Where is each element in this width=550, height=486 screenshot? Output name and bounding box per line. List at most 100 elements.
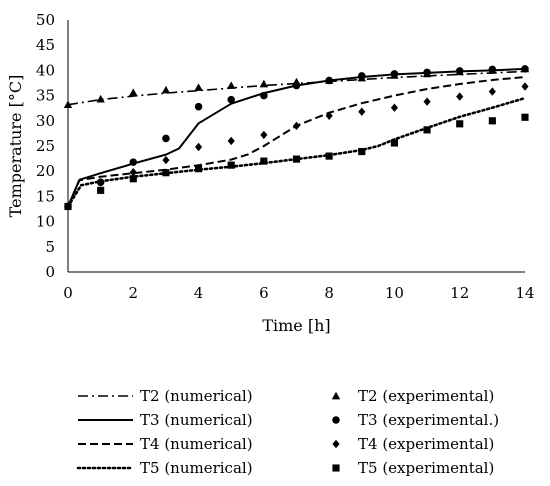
series-line-2: [67, 76, 526, 207]
data-point: [521, 113, 529, 121]
data-point: [455, 67, 464, 75]
legend-item: T3 (numerical): [78, 411, 253, 429]
legend-label: T5 (numerical): [140, 459, 253, 477]
legend-marker-swatch: [332, 464, 340, 472]
data-point: [260, 130, 268, 140]
data-point: [227, 95, 235, 104]
legend-label: T4 (numerical): [140, 435, 253, 453]
legend-item: T4 (numerical): [78, 435, 253, 453]
y-tick-label: 10: [36, 213, 55, 231]
legend-item: T2 (numerical): [78, 387, 253, 405]
legend-marker-swatch: [332, 439, 340, 449]
data-point: [259, 79, 269, 88]
series-lines: [66, 67, 527, 208]
data-point: [161, 85, 171, 94]
y-tick-label: 35: [36, 87, 55, 105]
legend-label: T5 (experimental): [358, 459, 494, 477]
data-point: [488, 117, 496, 125]
data-point: [325, 76, 333, 85]
legend-label: T2 (experimental): [358, 387, 494, 405]
legend-label: T3 (experimental.): [358, 411, 499, 429]
legend-item: T5 (experimental): [332, 459, 494, 477]
data-point: [97, 186, 105, 194]
data-point: [521, 82, 529, 91]
data-point: [456, 92, 464, 101]
legend-marker-swatch: [331, 391, 341, 400]
series-markers-7: [64, 113, 529, 211]
data-point: [64, 202, 72, 211]
legend-label: T2 (numerical): [140, 387, 253, 405]
y-tick-label: 15: [36, 187, 55, 205]
data-point: [292, 155, 301, 163]
data-point: [195, 142, 203, 152]
x-tick-label: 14: [515, 284, 534, 302]
data-point: [63, 100, 73, 109]
legend-item: T4 (experimental): [332, 435, 494, 453]
y-tick-labels: 0 5 10 15 20 25 30 35 40 45 50: [36, 11, 55, 281]
data-point: [227, 161, 235, 169]
data-point: [423, 97, 431, 106]
data-point: [390, 139, 398, 147]
data-point: [129, 88, 138, 96]
x-tick-label: 2: [129, 284, 139, 302]
series-line-1: [67, 67, 526, 207]
data-point: [521, 65, 529, 73]
legend-label: T4 (experimental): [358, 435, 494, 453]
data-point: [129, 168, 137, 177]
y-tick-label: 25: [36, 137, 55, 155]
x-tick-labels: 0 2 4 6 8 10 12 14: [63, 284, 534, 302]
data-point: [358, 107, 366, 116]
data-point: [325, 152, 333, 160]
y-tick-label: 5: [45, 238, 55, 256]
x-axis-title: Time [h]: [262, 316, 330, 335]
x-tick-label: 8: [324, 284, 334, 302]
data-point: [488, 65, 497, 74]
data-point: [488, 87, 496, 96]
data-point: [358, 147, 366, 156]
chart-axes: [67, 20, 525, 273]
series-markers: [63, 64, 530, 211]
data-point: [390, 103, 398, 112]
data-point: [97, 178, 105, 187]
data-point: [129, 175, 137, 183]
series-markers-5: [64, 65, 529, 211]
legend: T2 (numerical) T2 (experimental) T3 (numer…: [76, 387, 499, 477]
x-tick-label: 6: [259, 284, 269, 302]
data-point: [227, 81, 236, 89]
y-tick-label: 30: [36, 112, 55, 130]
legend-label: T3 (numerical): [140, 411, 253, 429]
data-point: [390, 70, 399, 78]
data-point: [194, 83, 203, 91]
legend-item: T2 (experimental): [331, 387, 494, 405]
legend-item: T3 (experimental.): [332, 411, 499, 429]
x-tick-label: 10: [385, 284, 404, 302]
data-point: [456, 120, 464, 128]
data-point: [260, 91, 268, 100]
data-point: [292, 81, 301, 90]
y-tick-label: 45: [36, 36, 55, 54]
data-point: [96, 94, 105, 103]
data-point: [292, 121, 301, 131]
data-point: [325, 111, 333, 120]
legend-marker-swatch: [332, 416, 340, 424]
data-point: [162, 169, 170, 177]
data-point: [260, 157, 268, 165]
y-tick-label: 20: [36, 162, 55, 180]
x-tick-label: 4: [194, 284, 204, 302]
data-point: [162, 155, 170, 165]
data-point: [195, 165, 203, 173]
x-tick-label: 12: [450, 284, 469, 302]
y-tick-label: 40: [36, 61, 55, 79]
y-tick-label: 0: [45, 263, 55, 281]
legend-item: T5 (numerical): [76, 459, 253, 477]
y-axis-title: Temperature [°C]: [6, 75, 25, 218]
data-point: [227, 136, 235, 146]
y-tick-label: 50: [36, 11, 55, 29]
data-point: [129, 158, 138, 166]
data-point: [162, 134, 170, 143]
series-markers-6: [64, 82, 529, 211]
data-point: [194, 102, 203, 111]
data-point: [423, 68, 431, 77]
data-point: [358, 72, 366, 80]
